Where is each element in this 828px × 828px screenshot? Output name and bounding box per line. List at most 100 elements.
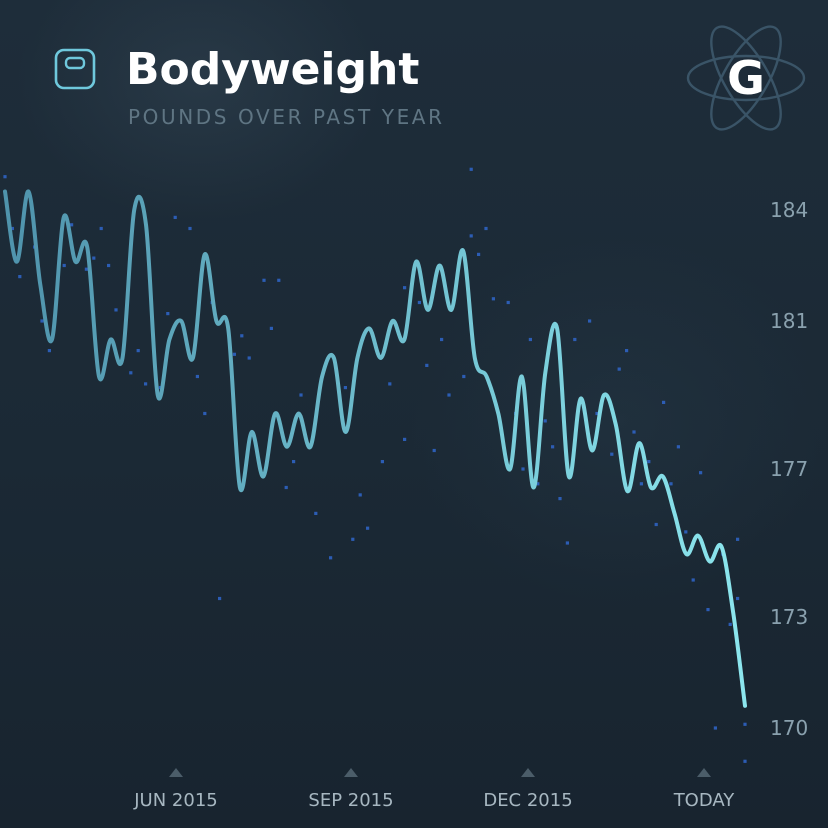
x-tick-label-2: SEP 2015 (308, 790, 393, 811)
reading-point (195, 374, 199, 379)
reading-point (654, 522, 658, 527)
page-title: Bodyweight (126, 44, 420, 95)
reading-point (173, 215, 177, 219)
reading-point (625, 349, 629, 353)
reading-point (506, 300, 510, 305)
reading-point (543, 419, 547, 423)
reading-point (521, 467, 525, 471)
logo-letter: G (727, 51, 765, 105)
reading-point (18, 275, 22, 279)
reading-point (491, 297, 495, 301)
reading-point (40, 319, 44, 323)
y-axis-labels: 170 173 177 181 184 (770, 198, 808, 740)
reading-point (639, 482, 643, 486)
reading-point (188, 226, 192, 231)
reading-point (380, 460, 384, 464)
reading-point (284, 485, 288, 490)
atom-logo-icon: G (686, 25, 806, 131)
grid-lines (110, 209, 660, 729)
reading-point (647, 460, 651, 464)
x-axis-labels: JUN 2015 SEP 2015 DEC 2015 TODAY (133, 768, 735, 811)
reading-point (299, 393, 303, 397)
reading-point (136, 349, 140, 353)
x-tick-marker (344, 768, 358, 777)
reading-point (743, 722, 747, 726)
reading-point (573, 337, 577, 342)
reading-point (144, 382, 148, 386)
reading-point (247, 356, 251, 360)
reading-point (62, 263, 66, 268)
reading-point (329, 556, 333, 560)
reading-point (84, 267, 88, 271)
reading-point (728, 622, 732, 626)
y-tick-label-181: 181 (770, 309, 808, 333)
reading-point (706, 608, 710, 612)
reading-point (114, 308, 118, 312)
reading-point (713, 726, 717, 730)
reading-point (617, 367, 621, 371)
reading-point (477, 252, 481, 256)
y-tick-label-184: 184 (770, 198, 808, 222)
reading-point (632, 430, 636, 434)
x-tick-label-3: DEC 2015 (483, 790, 572, 811)
reading-point (10, 226, 14, 231)
reading-point (292, 460, 296, 464)
reading-point (99, 226, 103, 231)
reading-point (403, 286, 407, 290)
reading-point (107, 263, 111, 268)
reading-point (558, 497, 562, 501)
x-tick-marker (169, 768, 183, 777)
reading-point (440, 337, 444, 342)
reading-point (269, 326, 273, 330)
reading-point (736, 596, 740, 601)
trend-line (3, 189, 747, 708)
reading-point (432, 448, 436, 453)
reading-point (536, 482, 540, 486)
reading-point (669, 482, 673, 486)
reading-point (366, 526, 370, 530)
reading-point (565, 541, 569, 545)
reading-point (70, 223, 74, 227)
reading-point (218, 596, 222, 601)
reading-point (469, 167, 473, 171)
reading-point (343, 386, 347, 390)
reading-point (92, 256, 96, 260)
reading-point (358, 493, 362, 497)
page-subtitle: POUNDS OVER PAST YEAR (128, 105, 445, 129)
reading-point (484, 226, 488, 231)
y-tick-label-177: 177 (770, 457, 808, 481)
reading-point (447, 393, 451, 397)
reading-point (47, 349, 51, 353)
reading-point (262, 278, 266, 282)
x-tick-label-4: TODAY (673, 790, 736, 811)
y-tick-label-173: 173 (770, 605, 808, 629)
reading-point (314, 511, 318, 515)
reading-point (417, 300, 421, 305)
reading-point (166, 312, 170, 316)
reading-point (662, 400, 666, 404)
reading-point (388, 382, 392, 386)
reading-point (232, 352, 236, 356)
reading-point (277, 278, 281, 282)
reading-point (551, 445, 555, 449)
reading-point (588, 319, 592, 323)
reading-point (203, 411, 207, 416)
x-tick-marker (521, 768, 535, 777)
reading-point (684, 530, 688, 534)
reading-point (351, 537, 355, 541)
reading-point (528, 337, 532, 342)
reading-point (462, 374, 466, 379)
reading-point (743, 759, 747, 763)
reading-point (610, 452, 614, 456)
reading-point (403, 437, 407, 441)
x-tick-label-1: JUN 2015 (133, 790, 217, 811)
reading-point (699, 471, 703, 475)
y-tick-label-170: 170 (770, 716, 808, 740)
reading-point (129, 371, 133, 375)
reading-point (676, 445, 680, 449)
trend-line-layer (3, 189, 747, 708)
reading-point (240, 334, 244, 338)
reading-point (736, 537, 740, 541)
